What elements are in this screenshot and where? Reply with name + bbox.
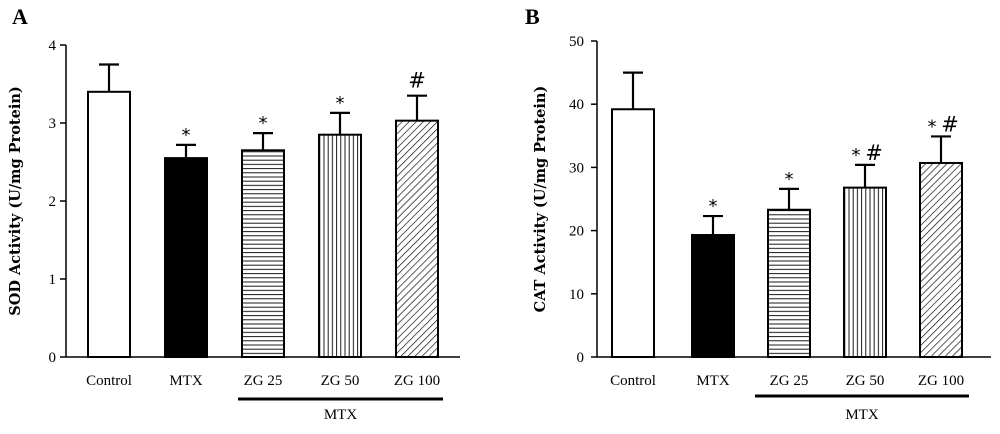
significance-marker: # xyxy=(941,112,959,136)
x-tick-label: ZG 100 xyxy=(918,373,964,389)
panel-label: A xyxy=(12,4,28,29)
bar xyxy=(318,133,362,358)
panel-a: A SOD Activity (U/mg Protein) 0 1 2 3 4 Control… xyxy=(7,4,460,423)
significance-marker: * xyxy=(182,125,191,146)
y-tick-label: 0 xyxy=(577,350,585,366)
bar xyxy=(611,108,655,358)
y-tick-label: 2 xyxy=(49,194,57,210)
x-tick-label: Control xyxy=(86,373,132,389)
bar xyxy=(164,157,208,358)
significance-marker: * xyxy=(928,116,937,137)
panel-b: B CAT Activity (U/mg Protein) 0 10 20 30 40 50 C… xyxy=(525,4,991,423)
y-tick-label: 10 xyxy=(569,287,584,303)
y-axis-label: SOD Activity (U/mg Protein) xyxy=(7,86,24,316)
significance-marker: * xyxy=(709,196,718,217)
y-axis-label: CAT Activity (U/mg Protein) xyxy=(532,86,549,313)
y-tick-label: 30 xyxy=(569,160,584,176)
significance-marker: * xyxy=(852,145,861,166)
significance-marker: # xyxy=(865,141,883,165)
x-tick-label: ZG 50 xyxy=(846,373,885,389)
significance-marker: * xyxy=(785,169,794,190)
group-label: MTX xyxy=(324,407,358,423)
bar xyxy=(241,149,285,358)
x-tick-label: MTX xyxy=(169,373,203,389)
bar xyxy=(691,234,735,358)
y-tick-label: 4 xyxy=(49,38,57,54)
y-tick-label: 1 xyxy=(49,272,57,288)
bar xyxy=(87,90,131,359)
group-label: MTX xyxy=(845,407,879,423)
bar xyxy=(843,186,887,358)
y-tick-label: 40 xyxy=(569,97,584,113)
y-tick-label: 3 xyxy=(49,116,57,132)
y-tick-label: 50 xyxy=(569,34,584,50)
y-tick-label: 0 xyxy=(49,350,57,366)
significance-marker: * xyxy=(336,93,345,114)
x-tick-label: ZG 25 xyxy=(244,373,283,389)
x-tick-label: ZG 25 xyxy=(770,373,809,389)
x-tick-label: Control xyxy=(610,373,656,389)
significance-marker: # xyxy=(408,69,426,93)
x-tick-label: ZG 100 xyxy=(394,373,440,389)
x-tick-label: MTX xyxy=(696,373,730,389)
x-tick-label: ZG 50 xyxy=(321,373,360,389)
y-tick-label: 20 xyxy=(569,224,584,240)
bar xyxy=(767,208,811,358)
bar xyxy=(919,161,963,358)
panel-label: B xyxy=(525,4,540,29)
significance-marker: * xyxy=(259,113,268,134)
bar xyxy=(395,119,439,358)
